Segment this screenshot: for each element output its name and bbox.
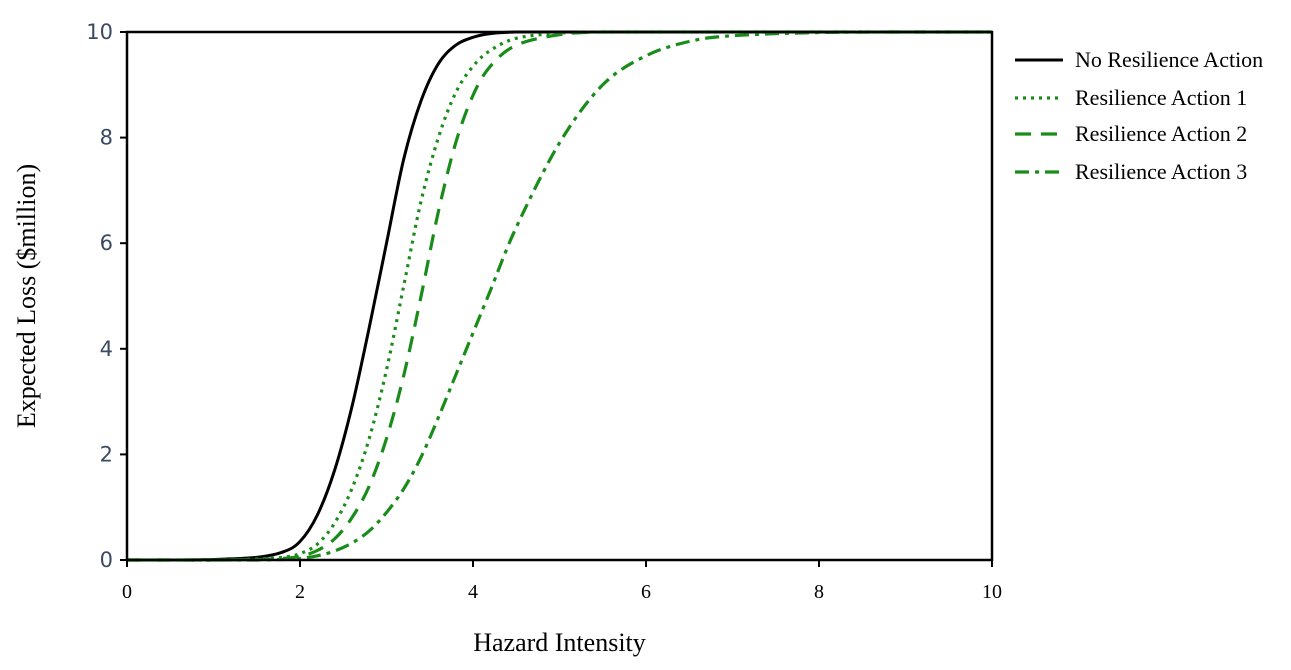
legend-label-4: Resilience Action 3 <box>1075 159 1247 184</box>
y-tick-label: 6 <box>100 231 113 255</box>
legend-label-3: Resilience Action 2 <box>1075 121 1247 146</box>
series-line-1 <box>127 30 992 562</box>
series-line-3 <box>127 30 992 562</box>
y-tick-label: 10 <box>86 20 113 44</box>
legend: No Resilience Action Resilience Action 1 R… <box>1015 47 1263 184</box>
x-axis-title: Hazard Intensity <box>473 628 646 657</box>
x-tick-label: 4 <box>468 581 478 603</box>
series-line-2 <box>127 30 992 562</box>
y-axis-title: Expected Loss ($million) <box>12 164 41 428</box>
plot-area <box>127 30 992 562</box>
axes: 0 2 4 6 8 10 0 2 4 6 8 10 <box>86 20 1002 603</box>
x-tick-label: 2 <box>295 581 305 603</box>
y-tick-label: 4 <box>100 337 113 361</box>
y-tick-label: 2 <box>100 442 113 466</box>
y-tick-label: 8 <box>100 126 113 150</box>
legend-label-1: No Resilience Action <box>1075 47 1263 72</box>
x-tick-label: 10 <box>982 581 1002 603</box>
x-tick-label: 0 <box>122 581 132 603</box>
x-tick-label: 8 <box>814 581 824 603</box>
y-tick-label: 0 <box>100 548 113 572</box>
legend-label-2: Resilience Action 1 <box>1075 85 1247 110</box>
series-lines <box>127 30 992 562</box>
x-tick-label: 6 <box>641 581 651 603</box>
series-line-4 <box>127 30 992 562</box>
plot-frame <box>125 30 994 562</box>
